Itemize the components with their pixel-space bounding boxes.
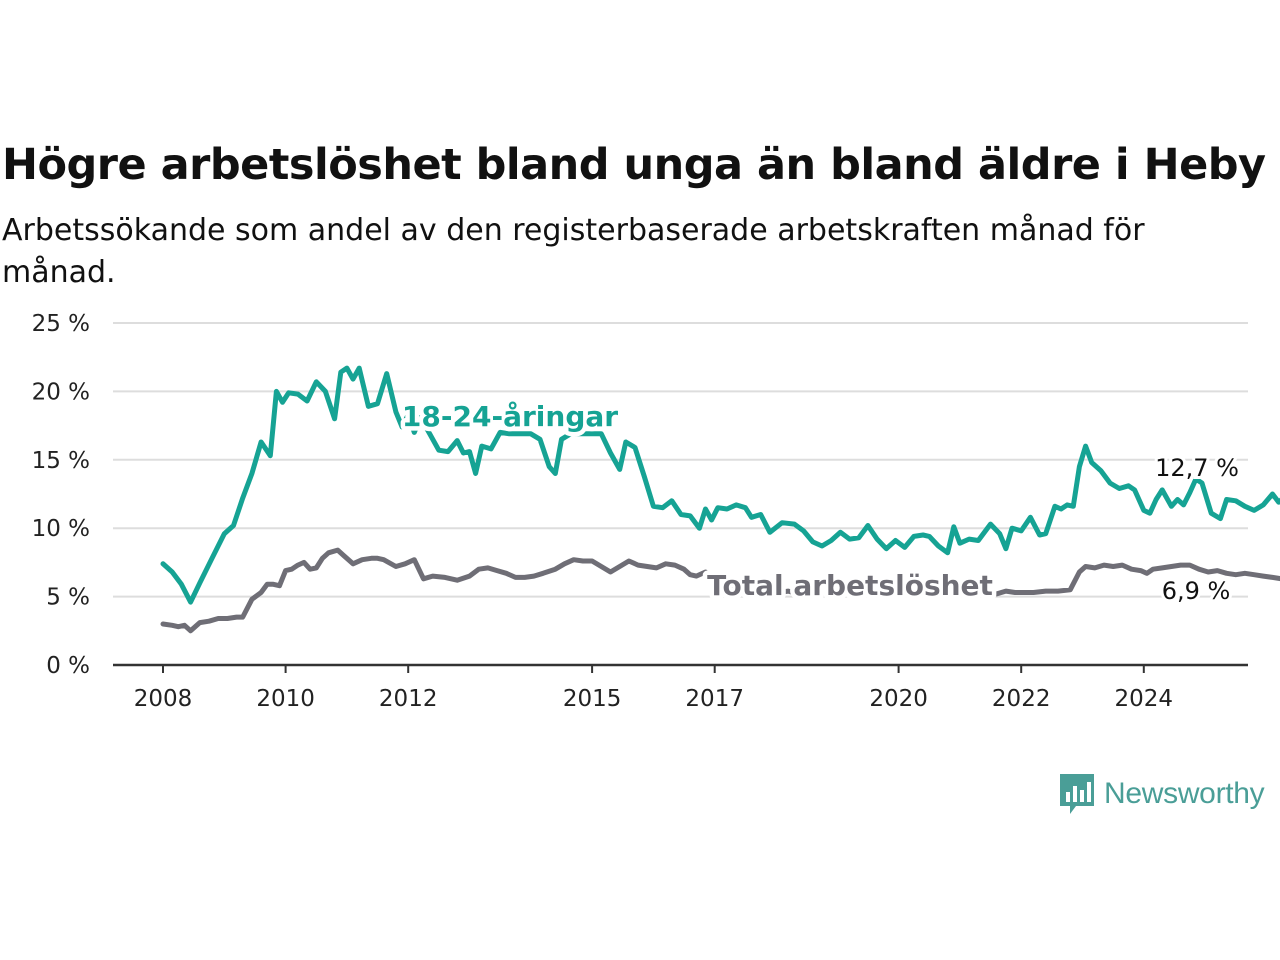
grid-lines xyxy=(113,322,1248,598)
x-tick-label: 2024 xyxy=(1115,686,1174,712)
series-line xyxy=(160,547,1280,634)
x-tick-label: 2022 xyxy=(992,686,1051,712)
brand-name: Newsworthy xyxy=(1104,777,1265,810)
y-tick-label: 10 % xyxy=(32,516,90,542)
x-axis xyxy=(113,663,1248,673)
series-line xyxy=(160,365,1280,605)
newsworthy-logo-icon xyxy=(1060,774,1094,814)
chart-title: Högre arbetslöshet bland unga än bland ä… xyxy=(2,140,1266,190)
series-labels: 18-24-åringar 12,7 % Total arbetslöshet 6,9… xyxy=(397,396,1242,609)
x-tick-label: 2010 xyxy=(256,686,315,712)
x-tick-label: 2008 xyxy=(134,686,193,712)
series-name-label: Total arbetslöshet xyxy=(707,569,993,602)
y-tick-label: 15 % xyxy=(32,448,90,474)
series-end-value-label: 12,7 % xyxy=(1155,454,1239,482)
y-axis-tick-labels: 0 % 5 % 10 % 15 % 20 % 25 % xyxy=(32,311,90,679)
chart-subtitle: Arbetssökande som andel av den registerb… xyxy=(2,213,1145,290)
x-tick-label: 2020 xyxy=(869,686,928,712)
x-tick-label: 2015 xyxy=(563,686,622,712)
series-end-value-label: 6,9 % xyxy=(1162,577,1231,605)
series-name-label: 18-24-åringar xyxy=(402,400,618,433)
line-chart: 0 %5 %10 %15 %20 %25 % 2008 2010 2012 2015 2… xyxy=(32,311,1280,712)
series-lines xyxy=(160,365,1280,634)
x-tick-label: 2012 xyxy=(379,686,438,712)
y-tick-label: 25 % xyxy=(32,311,90,337)
x-tick-label: 2017 xyxy=(685,686,744,712)
y-tick-label: 20 % xyxy=(32,379,90,405)
x-axis-tick-labels: 2008 2010 2012 2015 2017 2020 2022 2024 xyxy=(134,686,1173,712)
y-tick-label: 0 % xyxy=(46,653,90,679)
newsworthy-brand: Newsworthy xyxy=(1058,772,1265,816)
y-tick-label: 5 % xyxy=(46,585,90,611)
